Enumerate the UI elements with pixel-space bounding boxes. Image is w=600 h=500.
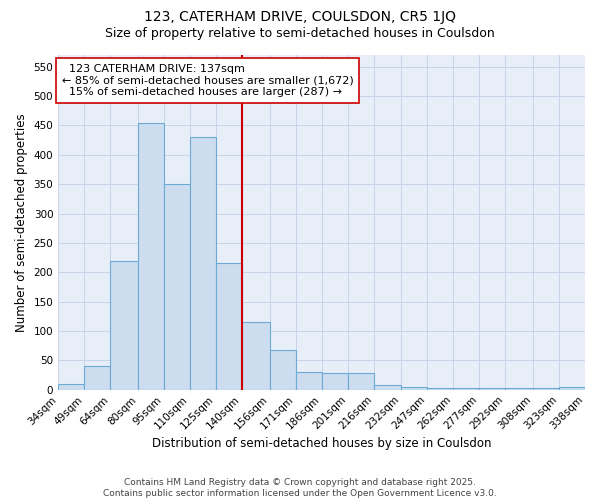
Bar <box>427 388 453 390</box>
Bar <box>374 385 401 390</box>
Bar <box>164 184 190 390</box>
Bar <box>401 388 427 390</box>
Bar <box>505 388 533 390</box>
Bar <box>138 122 164 390</box>
Text: 123 CATERHAM DRIVE: 137sqm
← 85% of semi-detached houses are smaller (1,672)
  1: 123 CATERHAM DRIVE: 137sqm ← 85% of semi… <box>62 64 353 97</box>
Bar <box>110 260 138 390</box>
Bar <box>58 384 84 390</box>
Bar <box>269 350 296 390</box>
Bar <box>347 374 374 390</box>
Text: 123, CATERHAM DRIVE, COULSDON, CR5 1JQ: 123, CATERHAM DRIVE, COULSDON, CR5 1JQ <box>144 10 456 24</box>
Y-axis label: Number of semi-detached properties: Number of semi-detached properties <box>15 113 28 332</box>
X-axis label: Distribution of semi-detached houses by size in Coulsdon: Distribution of semi-detached houses by … <box>152 437 491 450</box>
Bar <box>84 366 110 390</box>
Bar <box>453 388 479 390</box>
Bar <box>322 374 347 390</box>
Bar <box>479 388 505 390</box>
Bar <box>190 137 216 390</box>
Text: Size of property relative to semi-detached houses in Coulsdon: Size of property relative to semi-detach… <box>105 28 495 40</box>
Bar <box>559 388 585 390</box>
Bar <box>216 264 242 390</box>
Bar <box>242 322 269 390</box>
Bar <box>533 388 559 390</box>
Bar <box>296 372 322 390</box>
Text: Contains HM Land Registry data © Crown copyright and database right 2025.
Contai: Contains HM Land Registry data © Crown c… <box>103 478 497 498</box>
